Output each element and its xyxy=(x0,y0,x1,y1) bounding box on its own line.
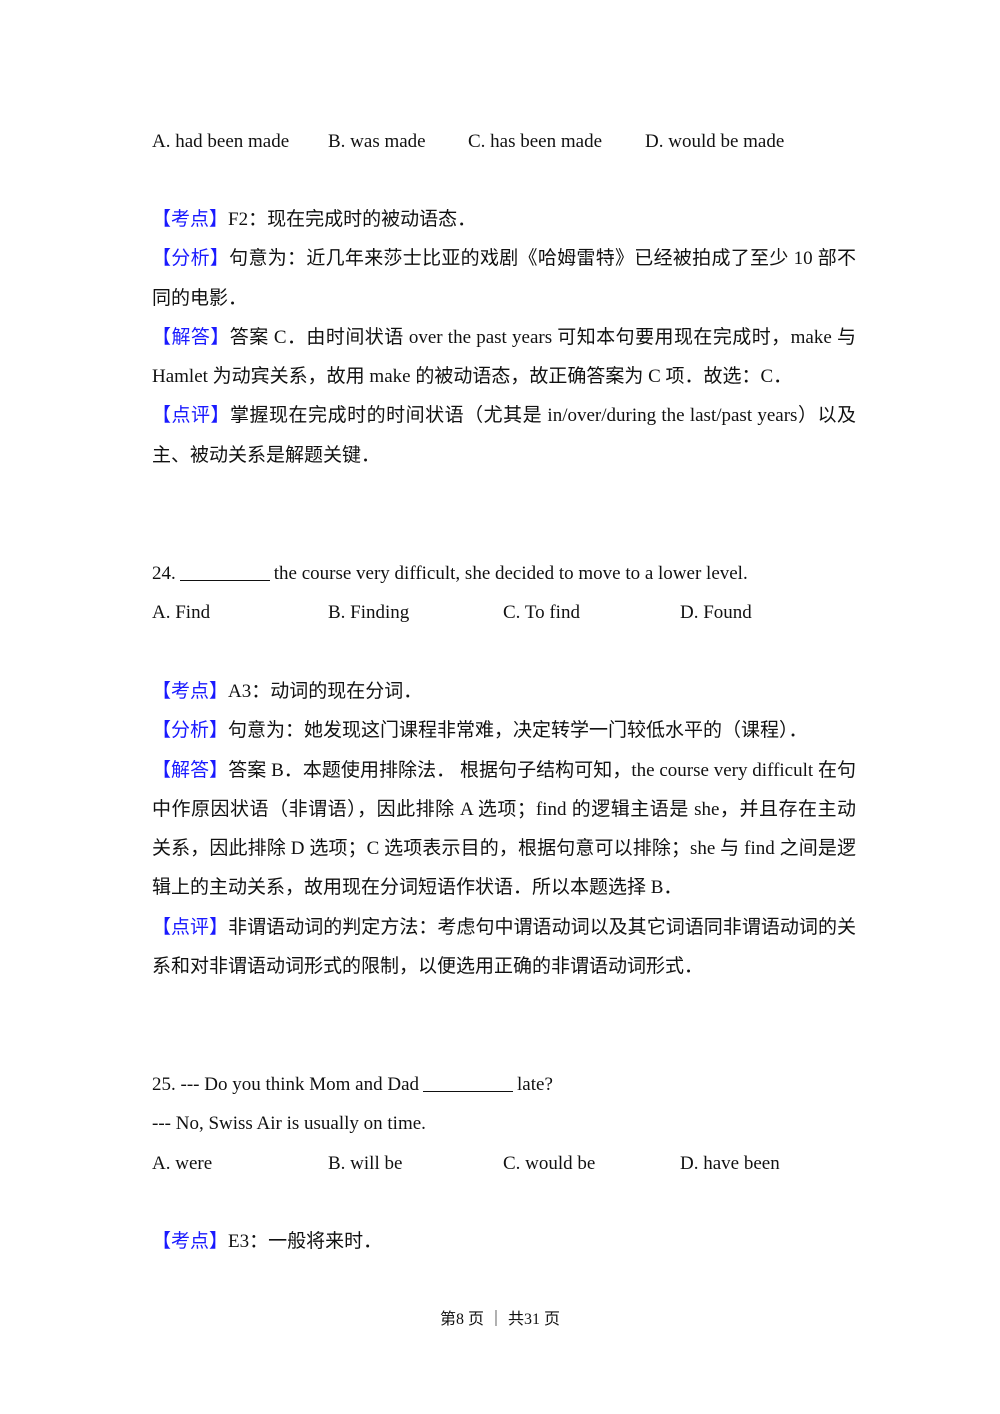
option-d: D. have been xyxy=(680,1153,780,1174)
fenxi: 【分析】句意为：她发现这门课程非常难，决定转学一门较低水平的（课程）． xyxy=(152,711,856,750)
q24-options: A. Find B. Finding C. To find D. Found xyxy=(152,593,856,632)
option-a: A. had been made xyxy=(152,131,290,152)
option-a: A. were xyxy=(152,1153,213,1174)
answer-blank xyxy=(423,1073,514,1092)
q25-explanation: 【考点】E3：一般将来时． xyxy=(152,1222,856,1261)
question-text: the course very difficult, she decided t… xyxy=(273,563,748,584)
kaodian: 【考点】F2：现在完成时的被动语态． xyxy=(152,200,856,239)
option-b: B. will be xyxy=(328,1153,403,1174)
q25-options: A. were B. will be C. would be D. have b… xyxy=(152,1144,856,1183)
jieda: 【解答】答案 C．由时间状语 over the past years 可知本句要… xyxy=(152,318,856,397)
kaodian: 【考点】A3：动词的现在分词． xyxy=(152,672,856,711)
dianping: 【点评】掌握现在完成时的时间状语（尤其是 in/over/during the … xyxy=(152,396,856,475)
question-reply: --- No, Swiss Air is usually on time. xyxy=(152,1113,426,1135)
kaodian: 【考点】E3：一般将来时． xyxy=(152,1222,856,1261)
fenxi: 【分析】句意为：近几年来莎士比亚的戏剧《哈姆雷特》已经被拍成了至少 10 部不同… xyxy=(152,239,856,318)
option-b: B. was made xyxy=(328,131,426,152)
question-text-end: late? xyxy=(517,1074,553,1095)
option-d: D. would be made xyxy=(645,131,785,152)
option-c: C. To find xyxy=(503,602,580,623)
dianping-text: 非谓语动词的判定方法：考虑句中谓语动词以及其它词语同非谓语动词的关系和对非谓语动… xyxy=(152,916,856,978)
kaodian-text: E3：一般将来时． xyxy=(228,1231,383,1252)
dianping: 【点评】非谓语动词的判定方法：考虑句中谓语动词以及其它词语同非谓语动词的关系和对… xyxy=(152,908,856,987)
fenxi-text: 句意为：她发现这门课程非常难，决定转学一门较低水平的（课程）． xyxy=(228,720,808,742)
jieda: 【解答】答案 B．本题使用排除法． 根据句子结构可知，the course ve… xyxy=(152,751,856,908)
option-c: C. has been made xyxy=(468,131,603,152)
option-c: C. would be xyxy=(503,1153,596,1174)
page-footer: 第8 页 ｜ 共31 页 xyxy=(439,1311,560,1328)
option-d: D. Found xyxy=(680,602,752,623)
q23-explanation: 【考点】F2：现在完成时的被动语态． 【分析】句意为：近几年来莎士比亚的戏剧《哈… xyxy=(152,200,856,475)
answer-blank xyxy=(179,562,270,581)
kaodian-tag: 【考点】 xyxy=(152,1231,229,1252)
q24-stem: 24. the course very difficult, she decide… xyxy=(152,554,856,593)
jieda-tag: 【解答】 xyxy=(152,759,229,781)
kaodian-tag: 【考点】 xyxy=(152,209,229,230)
fenxi-tag: 【分析】 xyxy=(152,248,230,270)
jieda-tag: 【解答】 xyxy=(152,326,230,348)
option-b: B. Finding xyxy=(328,602,410,623)
q24-explanation: 【考点】A3：动词的现在分词． 【分析】句意为：她发现这门课程非常难，决定转学一… xyxy=(152,672,856,986)
kaodian-text: A3：动词的现在分词． xyxy=(228,681,423,702)
dianping-tag: 【点评】 xyxy=(152,405,231,427)
kaodian-text: F2：现在完成时的被动语态． xyxy=(228,209,477,230)
jieda-text: 答案 C．由时间状语 over the past years 可知本句要用现在完… xyxy=(152,326,856,388)
q25-stem: 25. --- Do you think Mom and Dad late? --… xyxy=(152,1065,856,1144)
jieda-text: 答案 B．本题使用排除法． 根据句子结构可知，the course very d… xyxy=(152,759,856,899)
option-a: A. Find xyxy=(152,602,211,623)
question-text: 25. --- Do you think Mom and Dad xyxy=(152,1074,420,1095)
dianping-tag: 【点评】 xyxy=(152,916,229,938)
fenxi-tag: 【分析】 xyxy=(152,720,229,742)
question-number: 24. xyxy=(152,563,176,584)
dianping-text: 掌握现在完成时的时间状语（尤其是 in/over/during the last… xyxy=(152,405,856,466)
fenxi-text: 句意为：近几年来莎士比亚的戏剧《哈姆雷特》已经被拍成了至少 10 部不同的电影． xyxy=(152,248,856,309)
q23-options: A. had been made B. was made C. has been… xyxy=(152,122,856,161)
kaodian-tag: 【考点】 xyxy=(152,681,229,702)
